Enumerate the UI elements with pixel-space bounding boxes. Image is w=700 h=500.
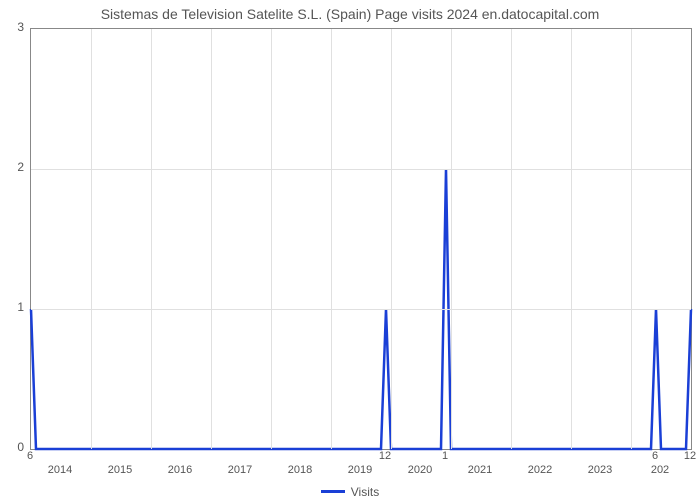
data-point-label: 6	[652, 450, 658, 462]
grid-line-v	[211, 29, 212, 449]
xtick-label: 2023	[588, 464, 612, 476]
grid-line-h	[31, 169, 691, 170]
legend-label: Visits	[351, 485, 379, 499]
grid-line-v	[271, 29, 272, 449]
legend-swatch	[321, 490, 345, 493]
xtick-label: 2017	[228, 464, 252, 476]
xtick-label: 2018	[288, 464, 312, 476]
ytick-label: 2	[6, 160, 24, 174]
xtick-label: 2020	[408, 464, 432, 476]
grid-line-v	[451, 29, 452, 449]
xtick-label: 2016	[168, 464, 192, 476]
xtick-label: 2021	[468, 464, 492, 476]
xtick-label: 202	[651, 464, 669, 476]
grid-line-v	[91, 29, 92, 449]
grid-line-v	[331, 29, 332, 449]
plot-area	[30, 28, 692, 450]
ytick-label: 1	[6, 300, 24, 314]
grid-line-v	[571, 29, 572, 449]
data-point-label: 12	[379, 450, 391, 462]
data-point-label: 1	[442, 450, 448, 462]
data-point-label: 12	[684, 450, 696, 462]
grid-line-h	[31, 309, 691, 310]
xtick-label: 2015	[108, 464, 132, 476]
chart-title: Sistemas de Television Satelite S.L. (Sp…	[0, 6, 700, 22]
legend: Visits	[0, 480, 700, 499]
chart-container: Sistemas de Television Satelite S.L. (Sp…	[0, 0, 700, 500]
data-point-label: 6	[27, 450, 33, 462]
legend-item-visits: Visits	[321, 485, 379, 499]
grid-line-v	[631, 29, 632, 449]
grid-line-v	[511, 29, 512, 449]
line-series	[31, 29, 691, 449]
xtick-label: 2014	[48, 464, 72, 476]
ytick-label: 3	[6, 20, 24, 34]
grid-line-v	[151, 29, 152, 449]
ytick-label: 0	[6, 440, 24, 454]
grid-line-v	[391, 29, 392, 449]
xtick-label: 2019	[348, 464, 372, 476]
xtick-label: 2022	[528, 464, 552, 476]
